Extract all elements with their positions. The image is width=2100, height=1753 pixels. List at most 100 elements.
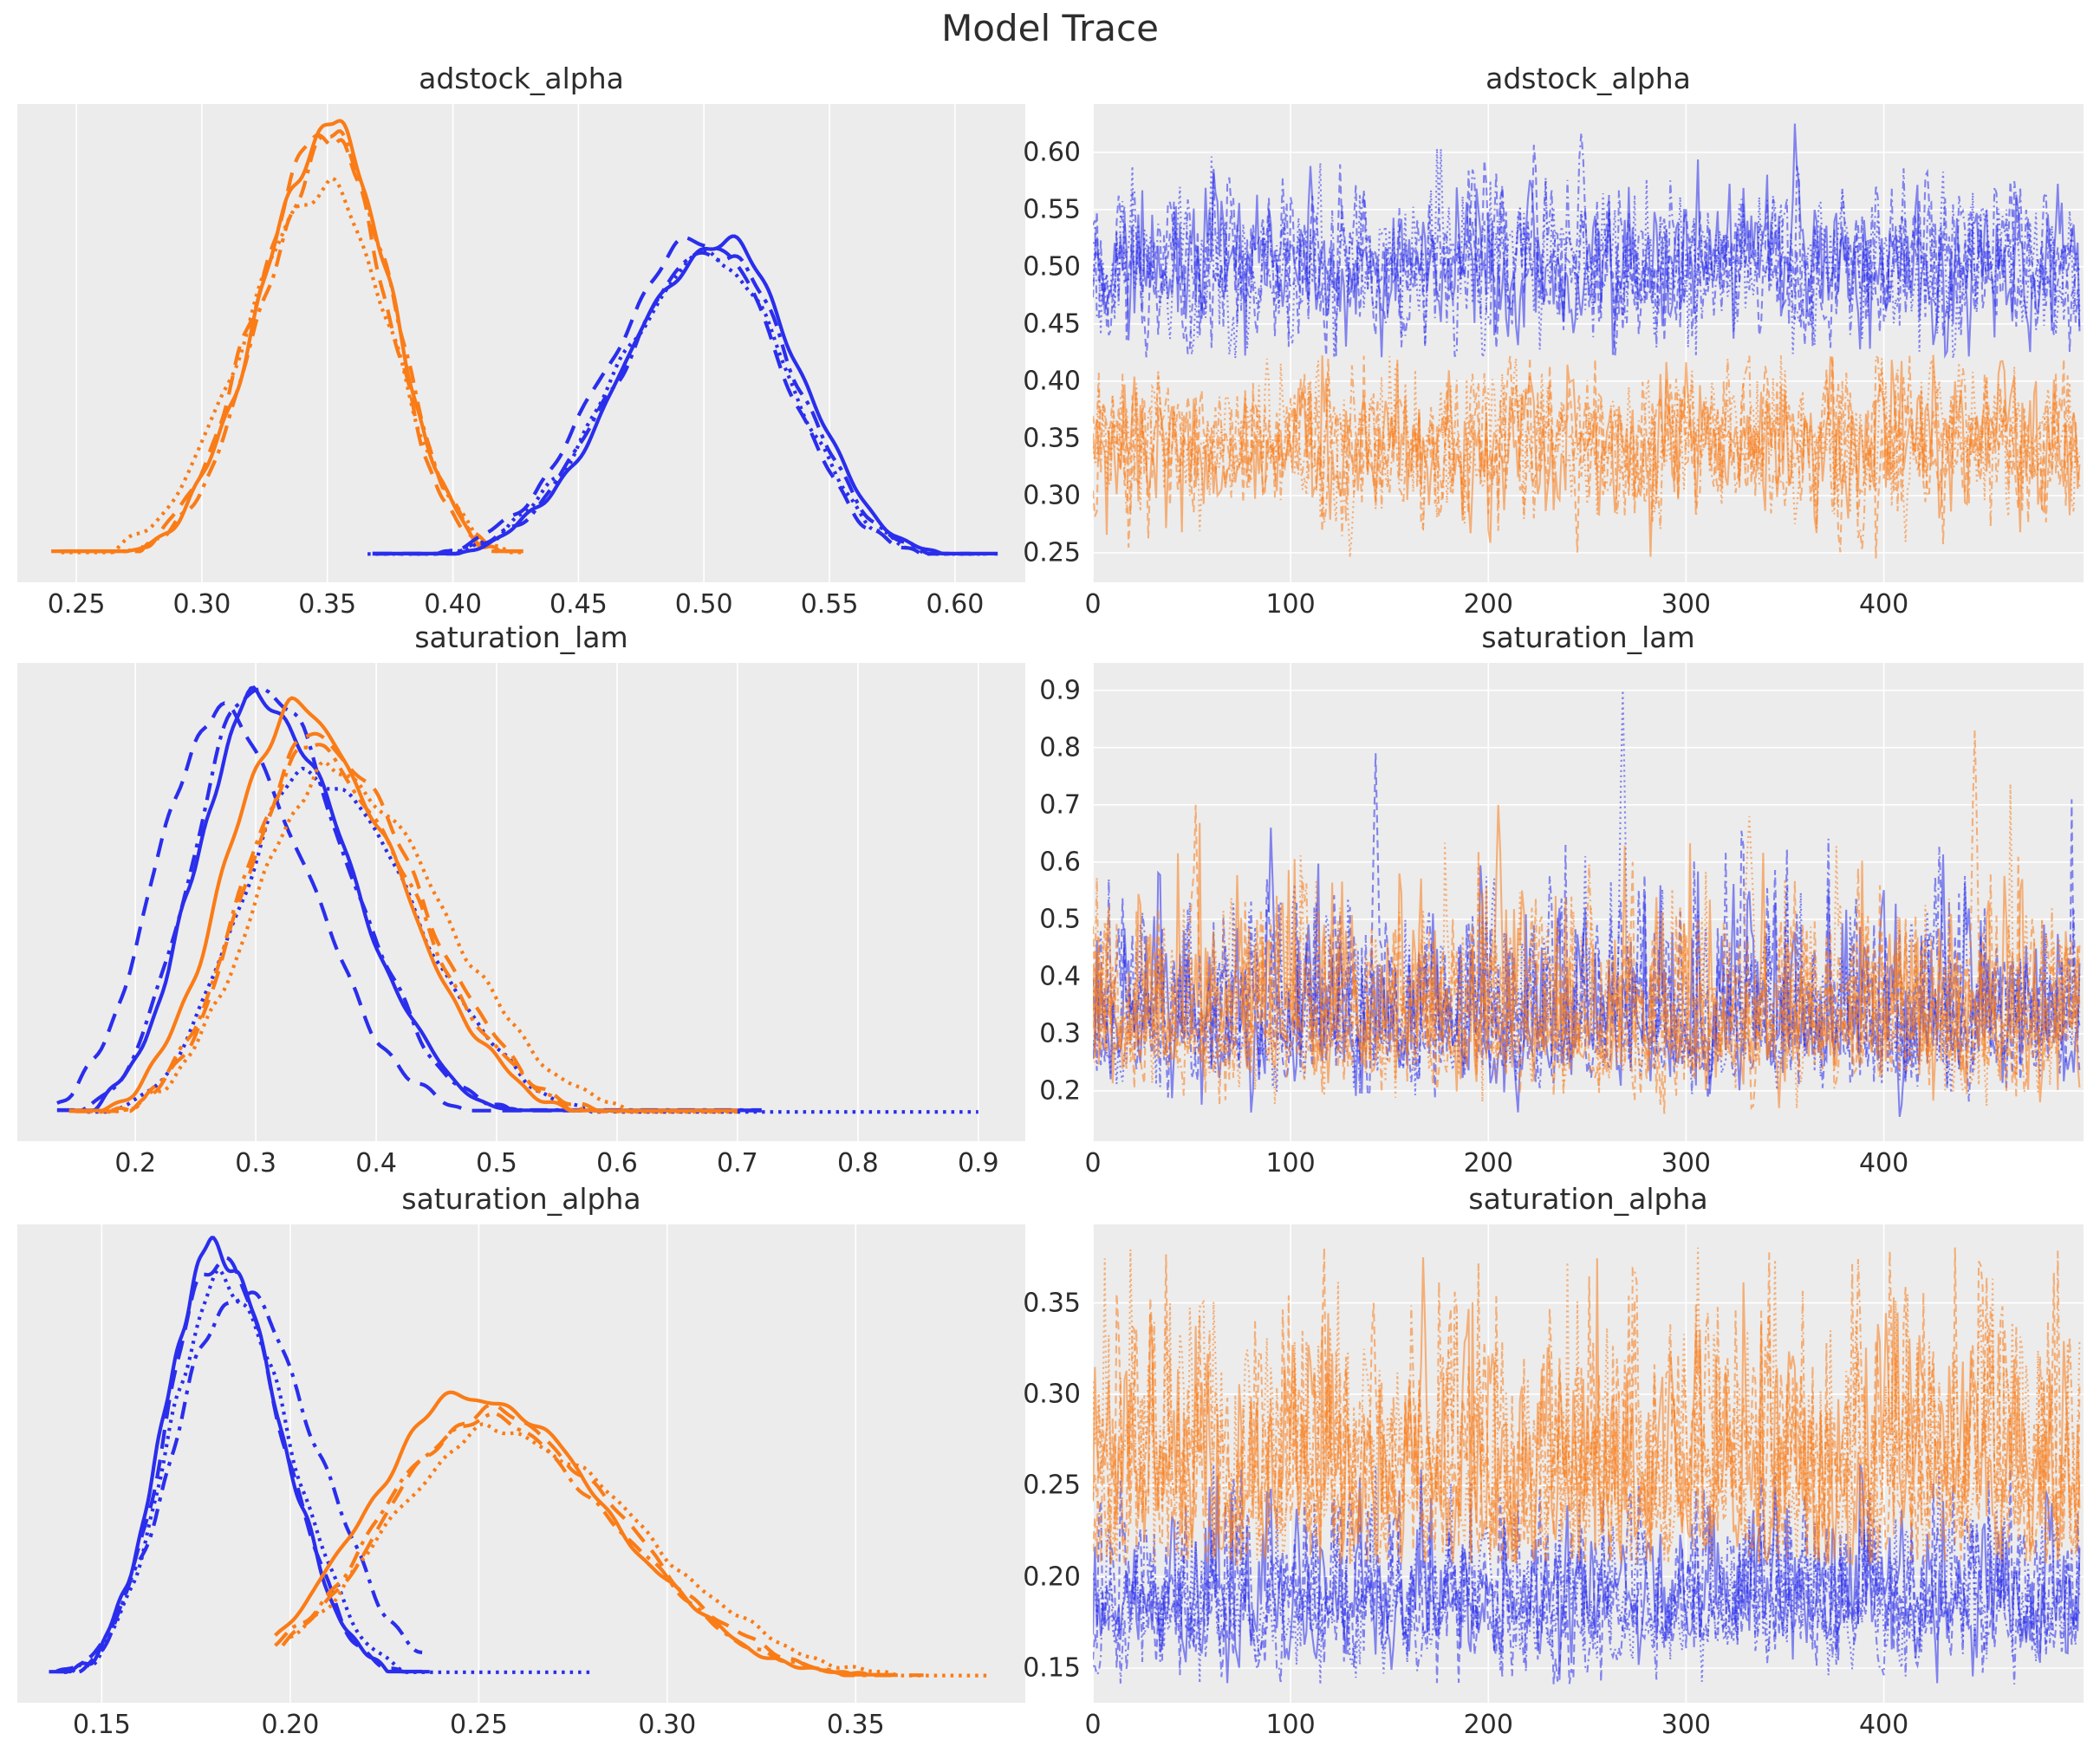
trace-line-blue-chain-3-dotted (1093, 690, 2081, 1095)
y-tick-label: 0.35 (1023, 1288, 1081, 1319)
kde-line-orange-chain-1-dashed (281, 1402, 924, 1678)
x-tick-label: 300 (1661, 1148, 1712, 1178)
subplot-title: adstock_alpha (1486, 62, 1691, 95)
x-tick-label: 0.9 (957, 1148, 999, 1178)
x-tick-label: 100 (1265, 1148, 1316, 1178)
kde-line-blue-chain-3-dotted (63, 1268, 592, 1674)
trace-line-orange-chain-3-dotted (1093, 783, 2081, 1109)
kde-line-blue-chain-0-solid (372, 234, 998, 555)
kde-line-orange-chain-2-dashdot (274, 1412, 894, 1678)
x-tick-label: 400 (1858, 1710, 1909, 1740)
x-tick-label: 200 (1463, 589, 1513, 620)
x-tick-label: 0.35 (298, 589, 357, 620)
subplot-saturation-lam-density: saturation_lam 0.2 0.3 0.4 0.5 0.6 0.7 0.8 0.9 (17, 620, 1025, 1178)
saturation-alpha-trace-plot (1093, 1224, 2084, 1703)
y-tick-label: 0.50 (1023, 251, 1081, 282)
y-tick-label: 0.7 (1039, 789, 1081, 821)
y-tick-label: 0.45 (1023, 308, 1081, 340)
x-tick-label: 0 (1084, 1710, 1102, 1740)
x-tick-label: 0.30 (638, 1710, 697, 1740)
x-tick-label: 0.25 (47, 589, 106, 620)
kde-line-orange-chain-2-dashdot (75, 743, 635, 1113)
x-tick-label: 0.15 (72, 1710, 131, 1740)
trace-line-orange-chain-3-dotted (1093, 354, 2081, 558)
trace-line-orange-chain-3-dotted (1093, 1247, 2081, 1566)
x-tick-label: 100 (1265, 589, 1316, 620)
y-tick-label: 0.30 (1023, 480, 1081, 511)
saturation-alpha-density-plot (17, 1224, 1025, 1703)
x-tick-label: 0.6 (596, 1148, 638, 1178)
x-tick-label: 400 (1858, 589, 1909, 620)
kde-line-blue-chain-2-dashdot (372, 250, 998, 556)
kde-line-blue-chain-3-dotted (367, 248, 980, 556)
x-tick-label: 0.60 (926, 589, 985, 620)
figure-title: Model Trace (941, 7, 1159, 49)
adstock-alpha-trace-plot (1093, 104, 2084, 582)
x-tick-label: 0.55 (800, 589, 859, 620)
subplot-saturation-lam-trace: saturation_lam 0 100 200 300 400 0.2 0.3 0.4 0.5… (1039, 620, 2084, 1178)
y-tick-label: 0.35 (1023, 423, 1081, 454)
y-tick-label: 0.40 (1023, 366, 1081, 397)
y-tick-label: 0.8 (1039, 732, 1081, 763)
kde-line-orange-chain-0-solid (274, 1390, 894, 1677)
y-tick-label: 0.55 (1023, 194, 1081, 225)
x-tick-label: 0.3 (235, 1148, 276, 1178)
kde-line-blue-chain-1-dashed (49, 1256, 430, 1674)
y-tick-label: 0.3 (1039, 1018, 1081, 1049)
kde-line-orange-chain-0-solid (61, 119, 523, 554)
x-tick-label: 0 (1084, 1148, 1102, 1178)
kde-line-orange-chain-3-dotted (61, 176, 523, 555)
x-tick-label: 0.35 (826, 1710, 885, 1740)
y-tick-label: 0.15 (1023, 1652, 1081, 1684)
kde-line-blue-chain-1-dashed (56, 701, 762, 1113)
subplot-adstock-alpha-trace: adstock_alpha 0 100 200 300 400 0.25 0.30 0.35 0… (1023, 62, 2084, 620)
x-tick-label: 0.30 (172, 589, 231, 620)
kde-line-blue-chain-2-dashdot (55, 1290, 423, 1673)
y-tick-label: 0.60 (1023, 137, 1081, 168)
y-tick-label: 0.25 (1023, 537, 1081, 568)
subplot-adstock-alpha-density: adstock_alpha 0.25 0.30 0.35 0.40 0.45 0.50 0.… (17, 62, 1025, 620)
kde-line-orange-chain-0-solid (68, 696, 738, 1113)
subplot-title: saturation_alpha (401, 1182, 641, 1216)
trace-line-blue-chain-2-dashdot (1093, 1477, 2081, 1685)
y-tick-label: 0.9 (1039, 675, 1081, 706)
x-tick-label: 0.8 (837, 1148, 879, 1178)
kde-line-orange-chain-1-dashed (68, 731, 738, 1113)
y-tick-label: 0.20 (1023, 1561, 1081, 1593)
subplot-title: saturation_alpha (1468, 1182, 1708, 1216)
x-tick-label: 300 (1661, 589, 1712, 620)
subplot-saturation-alpha-density: saturation_alpha 0.15 0.20 0.25 0.30 0.35 (17, 1182, 1025, 1740)
x-tick-label: 0.25 (449, 1710, 508, 1740)
kde-line-orange-chain-2-dashdot (61, 129, 523, 554)
trace-line-orange-chain-2-dashdot (1093, 730, 2081, 1105)
saturation-lam-density-plot (17, 663, 1025, 1141)
x-tick-label: 0.7 (717, 1148, 758, 1178)
subplot-title: saturation_lam (414, 620, 628, 654)
trace-line-orange-chain-0-solid (1093, 804, 2081, 1108)
x-tick-label: 0.45 (549, 589, 608, 620)
trace-line-blue-chain-1-dashed (1093, 145, 2081, 358)
y-tick-label: 0.6 (1039, 847, 1081, 878)
x-tick-label: 0.2 (114, 1148, 157, 1178)
y-tick-label: 0.5 (1039, 904, 1081, 935)
saturation-lam-trace-plot (1093, 663, 2084, 1141)
y-tick-label: 0.2 (1039, 1075, 1081, 1107)
x-tick-label: 0.5 (476, 1148, 517, 1178)
x-tick-label: 200 (1463, 1710, 1513, 1740)
y-tick-label: 0.30 (1023, 1379, 1081, 1410)
y-tick-label: 0.4 (1039, 961, 1081, 992)
x-tick-label: 0.20 (261, 1710, 320, 1740)
subplot-title: saturation_lam (1481, 620, 1695, 654)
x-tick-label: 200 (1463, 1148, 1513, 1178)
y-tick-label: 0.25 (1023, 1470, 1081, 1501)
x-tick-label: 0 (1084, 589, 1102, 620)
subplot-saturation-alpha-trace: saturation_alpha 0 100 200 300 400 0.15 0.20 0.… (1023, 1182, 2084, 1740)
adstock-alpha-density-plot (17, 104, 1025, 582)
x-tick-label: 100 (1265, 1710, 1316, 1740)
kde-line-blue-chain-3-dotted (87, 766, 978, 1114)
kde-line-blue-chain-1-dashed (372, 236, 971, 555)
subplot-title: adstock_alpha (419, 62, 624, 95)
x-tick-label: 400 (1858, 1148, 1909, 1178)
kde-line-orange-chain-3-dotted (99, 760, 738, 1114)
trace-line-orange-chain-2-dashdot (1093, 1250, 2081, 1568)
